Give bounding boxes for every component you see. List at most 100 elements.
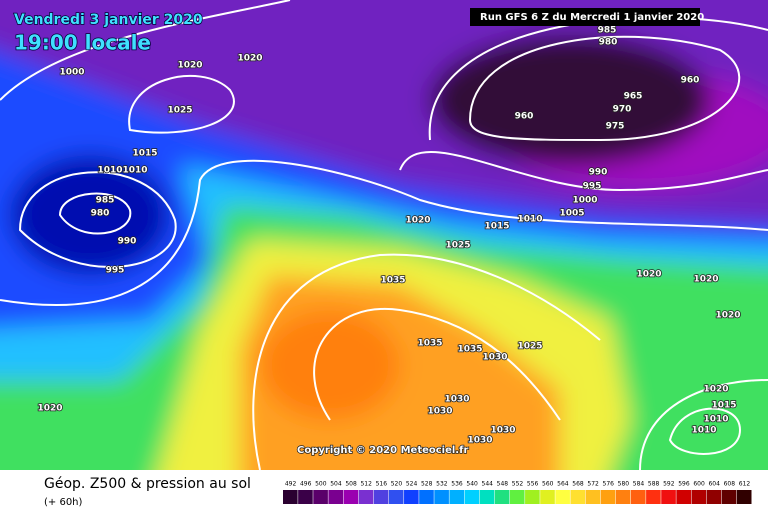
isobar-label: 1035: [417, 339, 442, 349]
legend-label: 588: [648, 481, 660, 488]
legend-label: 596: [678, 481, 690, 488]
run-box: [470, 8, 700, 26]
legend-swatch: [600, 490, 616, 504]
local-time: 19:00 locale: [14, 31, 151, 55]
legend-label: 536: [451, 481, 463, 488]
isobar-label: 1010: [703, 415, 728, 425]
isobar-label: 995: [106, 266, 125, 276]
legend-swatch: [494, 490, 510, 504]
isobar-label: 995: [583, 182, 602, 192]
legend-label: 592: [663, 481, 675, 488]
legend-swatch: [479, 490, 495, 504]
legend-label: 548: [497, 481, 509, 488]
isobar-label: 1025: [167, 106, 192, 116]
legend-label: 584: [633, 481, 645, 488]
legend-label: 608: [724, 481, 736, 488]
legend-label: 564: [557, 481, 569, 488]
isobar-label: 1010: [97, 166, 122, 176]
legend-label: 508: [345, 481, 357, 488]
legend-swatch: [706, 490, 722, 504]
legend-label: 500: [315, 481, 327, 488]
isobar-label: 1000: [572, 196, 597, 206]
legend-swatch: [388, 490, 404, 504]
isobar-label: 960: [515, 112, 534, 122]
legend-swatch: [313, 490, 328, 504]
date: Vendredi 3 janvier 2020: [14, 12, 203, 28]
legend-swatch: [434, 490, 449, 504]
legend-swatch: [283, 490, 298, 504]
legend-swatch: [585, 490, 601, 504]
isobar-label: 1025: [517, 342, 542, 352]
legend-swatch: [509, 490, 525, 504]
legend-label: 540: [466, 481, 478, 488]
isobar-label: 1025: [445, 241, 470, 251]
legend-label: 604: [708, 481, 720, 488]
legend-swatch: [721, 490, 737, 504]
legend-label: 504: [330, 481, 342, 488]
legend-label: 576: [603, 481, 615, 488]
isobar-label: 1015: [711, 401, 736, 411]
isobar-label: 1035: [380, 276, 405, 286]
legend-swatch: [676, 490, 691, 504]
legend-swatch: [343, 490, 359, 504]
legend-label: 544: [482, 481, 494, 488]
legend-swatch: [630, 490, 646, 504]
legend-label: 520: [391, 481, 403, 488]
footer-lead: (+ 60h): [44, 497, 83, 508]
isobar-label: 975: [606, 122, 625, 132]
isobar-label: 985: [598, 26, 617, 36]
isobar-label: 1020: [703, 385, 728, 395]
legend-label: 512: [360, 481, 372, 488]
isobar-label: 1030: [482, 353, 507, 363]
isobar-label: 1020: [405, 216, 430, 226]
run-info: Run GFS 6 Z du Mercredi 1 janvier 2020: [480, 12, 704, 23]
legend-label: 524: [406, 481, 418, 488]
legend-label: 568: [572, 481, 584, 488]
legend-swatch: [464, 490, 480, 504]
legend-swatch: [298, 490, 313, 504]
isobar-label: 1020: [693, 275, 718, 285]
isobar-label: 1030: [444, 395, 469, 405]
footer-title: Géop. Z500 & pression au sol: [44, 476, 251, 492]
legend-label: 528: [421, 481, 433, 488]
isobar-label: 1030: [427, 407, 452, 417]
legend-label: 600: [693, 481, 705, 488]
isobar-label: 1020: [237, 54, 262, 64]
isobar-label: 1010: [517, 215, 542, 225]
isobar-label: 1020: [177, 61, 202, 71]
isobar-label: 1020: [37, 404, 62, 414]
isobar-label: 1020: [715, 311, 740, 321]
isobar-label: 965: [624, 92, 643, 102]
legend-swatch: [449, 490, 465, 504]
legend-swatch: [404, 490, 419, 504]
legend-swatch: [661, 490, 676, 504]
legend-label: 560: [542, 481, 554, 488]
isobar-label: 970: [613, 105, 632, 115]
copyright: Copyright © 2020 Meteociel.fr: [297, 445, 468, 456]
isobar-label: 1010: [691, 426, 716, 436]
isobar-label: 1015: [132, 149, 157, 159]
isobar-label: 1000: [59, 68, 84, 78]
isobar-label: 1020: [636, 270, 661, 280]
isobar-label: 1010: [122, 166, 147, 176]
isobar-label: 985: [96, 196, 115, 206]
legend-swatch: [525, 490, 540, 504]
legend-swatch: [646, 490, 661, 504]
legend-swatch: [615, 490, 631, 504]
isobars: [0, 0, 768, 470]
legend-swatch: [570, 490, 586, 504]
legend-label: 516: [376, 481, 388, 488]
legend-swatch: [691, 490, 707, 504]
isobar-label: 960: [681, 76, 700, 86]
legend-label: 572: [587, 481, 599, 488]
legend-swatch: [328, 490, 344, 504]
legend: 492 496 500 504 508 512 516 520 524 528 532 536 540 5…: [283, 481, 752, 504]
isobar-label: 990: [118, 237, 137, 247]
legend-swatch: [358, 490, 374, 504]
legend-swatch: [540, 490, 555, 504]
isobar-label: 1035: [457, 345, 482, 355]
legend-label: 580: [618, 481, 630, 488]
